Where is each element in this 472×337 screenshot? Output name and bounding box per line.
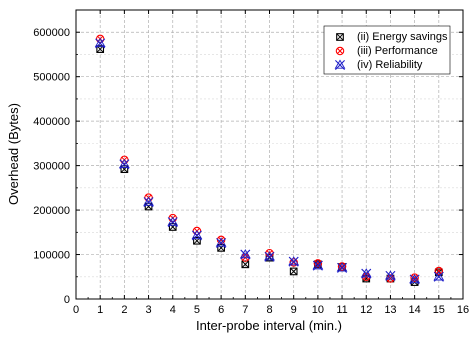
data-point xyxy=(118,158,130,170)
x-tick-label: 15 xyxy=(433,304,445,316)
data-point xyxy=(167,216,179,228)
y-tick-label: 500000 xyxy=(33,72,70,84)
x-tick-label: 16 xyxy=(457,304,469,316)
y-tick-label: 300000 xyxy=(33,161,70,173)
tick-labels: 0 1 2 3 4 5 6 7 8 9 10 11 12 13 14 15 160100000200000300… xyxy=(33,27,469,316)
x-tick-label: 13 xyxy=(384,304,396,316)
data-point xyxy=(264,251,275,262)
legend-label-performance: (iii) Performance xyxy=(357,45,438,57)
x-tick-label: 1 xyxy=(97,304,103,316)
y-tick-label: 100000 xyxy=(33,250,70,262)
axes xyxy=(75,9,464,300)
x-tick-label: 12 xyxy=(360,304,372,316)
y-tick-label: 200000 xyxy=(33,205,70,217)
x-tick-label: 10 xyxy=(312,304,324,316)
legend: (ii) Energy savings (iii) Performance (i… xyxy=(323,25,451,75)
data-point xyxy=(94,37,106,49)
x-tick-label: 14 xyxy=(409,304,421,316)
data-point xyxy=(215,237,227,248)
data-point xyxy=(288,256,300,267)
data-point xyxy=(385,270,396,281)
legend-markers xyxy=(334,33,346,70)
y-tick-label: 600000 xyxy=(33,27,70,39)
x-tick-label: 7 xyxy=(242,304,248,316)
x-tick-label: 9 xyxy=(291,304,297,316)
data-point xyxy=(143,196,154,208)
x-tick-label: 3 xyxy=(146,304,152,316)
data-point xyxy=(191,229,203,241)
data-point xyxy=(433,271,445,282)
x-axis-title: Inter-probe interval (min.) xyxy=(196,318,342,333)
data-point xyxy=(313,259,323,268)
x-tick-label: 5 xyxy=(194,304,200,316)
series-3 xyxy=(94,37,445,285)
legend-marker-2 xyxy=(335,46,345,56)
x-tick-label: 8 xyxy=(266,304,272,316)
legend-marker-1 xyxy=(336,33,344,41)
legend-marker-3 xyxy=(334,59,346,70)
x-tick-label: 11 xyxy=(336,304,347,316)
x-tick-label: 2 xyxy=(121,304,127,316)
data-point xyxy=(434,266,444,276)
data-points xyxy=(94,34,445,286)
data-point xyxy=(360,268,372,279)
x-tick-label: 4 xyxy=(170,304,176,316)
y-tick-label: 400000 xyxy=(33,116,70,128)
data-point xyxy=(289,267,298,276)
data-point xyxy=(336,262,348,273)
x-tick-label: 0 xyxy=(73,304,79,316)
data-point xyxy=(409,273,421,285)
legend-label-reliability: (iv) Reliability xyxy=(357,59,423,71)
x-tick-label: 6 xyxy=(218,304,224,316)
legend-label-energy-savings: (ii) Energy savings xyxy=(357,31,448,43)
data-point xyxy=(239,249,251,260)
legend-box xyxy=(323,25,451,75)
data-point xyxy=(312,260,324,271)
y-axis-title: Overhead (Bytes) xyxy=(6,103,21,205)
y-tick-label: 0 xyxy=(64,294,70,306)
